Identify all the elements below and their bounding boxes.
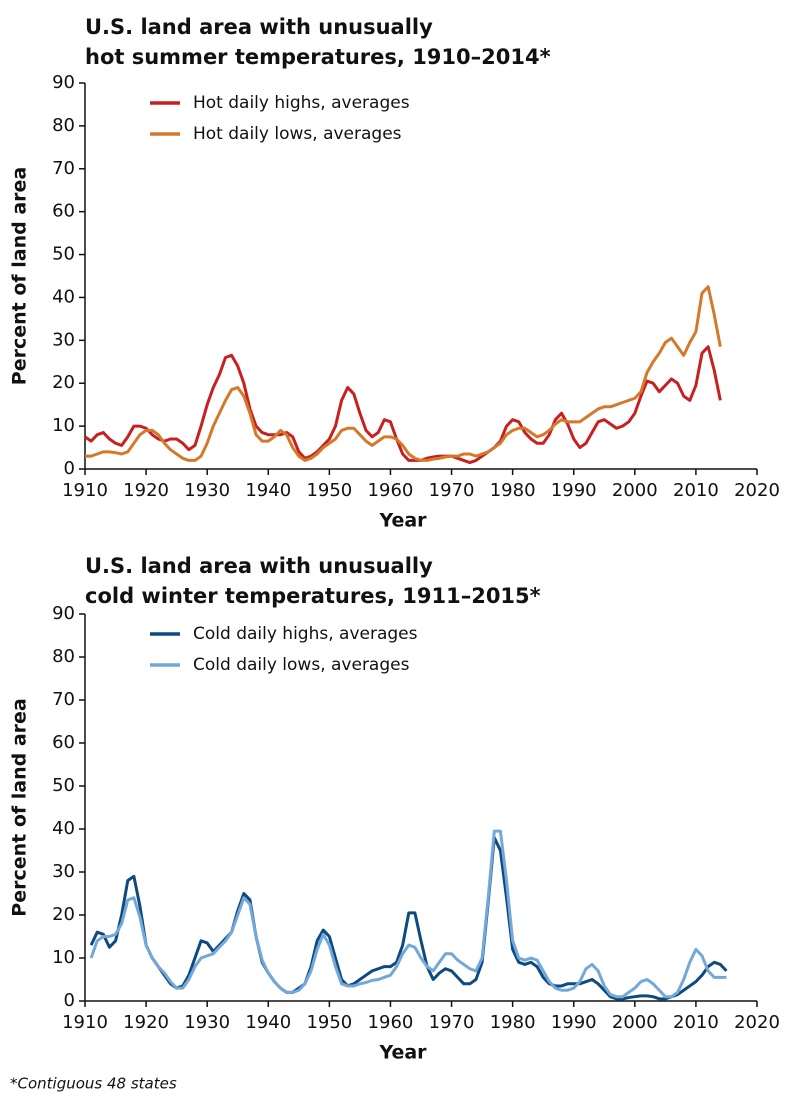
y-tick-label: 0 <box>64 990 75 1011</box>
y-tick-label: 50 <box>52 244 75 265</box>
chart-title: U.S. land area with unusually <box>85 554 433 578</box>
y-tick-label: 70 <box>52 158 75 179</box>
x-tick-label: 1950 <box>306 1012 352 1033</box>
legend-label: Hot daily lows, averages <box>193 124 402 144</box>
data-line <box>85 285 722 462</box>
y-tick-label: 90 <box>52 603 75 624</box>
x-tick-label: 2010 <box>673 480 719 501</box>
x-tick-label: 1970 <box>429 1012 475 1033</box>
x-tick-label: 1990 <box>551 1012 597 1033</box>
x-tick-label: 1960 <box>368 480 414 501</box>
x-tick-label: 1960 <box>368 1012 414 1033</box>
legend-label: Cold daily highs, averages <box>193 624 418 644</box>
y-tick-label: 10 <box>52 947 75 968</box>
y-tick-label: 40 <box>52 286 75 307</box>
y-tick-label: 80 <box>52 646 75 667</box>
y-tick-label: 30 <box>52 329 75 350</box>
x-tick-label: 2020 <box>734 1012 780 1033</box>
x-tick-label: 1970 <box>429 480 475 501</box>
y-tick-label: 60 <box>52 201 75 222</box>
chart-title: U.S. land area with unusually <box>85 15 433 39</box>
footnote: *Contiguous 48 states <box>10 1075 177 1093</box>
x-tick-label: 1920 <box>123 1012 169 1033</box>
y-axis-label: Percent of land area <box>9 167 31 385</box>
y-tick-label: 20 <box>52 372 75 393</box>
x-tick-label: 2020 <box>734 480 780 501</box>
x-tick-label: 1950 <box>306 480 352 501</box>
y-tick-label: 30 <box>52 861 75 882</box>
x-tick-label: 1980 <box>490 1012 536 1033</box>
x-tick-label: 1940 <box>245 480 291 501</box>
y-tick-label: 60 <box>52 732 75 753</box>
y-tick-label: 70 <box>52 689 75 710</box>
legend-label: Cold daily lows, averages <box>193 655 410 675</box>
data-line <box>89 836 728 1001</box>
x-tick-label: 1930 <box>184 480 230 501</box>
x-tick-label: 1990 <box>551 480 597 501</box>
y-tick-label: 0 <box>64 458 75 479</box>
data-line <box>84 345 722 465</box>
legend-label: Hot daily highs, averages <box>193 93 410 113</box>
x-tick-label: 1910 <box>62 1012 108 1033</box>
x-tick-label: 1930 <box>184 1012 230 1033</box>
x-tick-label: 1920 <box>123 480 169 501</box>
x-axis-label: Year <box>378 510 427 532</box>
x-tick-label: 2000 <box>612 1012 658 1033</box>
y-tick-label: 90 <box>52 72 75 93</box>
x-tick-label: 1980 <box>490 480 536 501</box>
x-tick-label: 1910 <box>62 480 108 501</box>
x-tick-label: 1940 <box>245 1012 291 1033</box>
x-tick-label: 2000 <box>612 480 658 501</box>
y-tick-label: 50 <box>52 775 75 796</box>
chart-title: hot summer temperatures, 1910–2014* <box>85 45 551 69</box>
y-tick-label: 40 <box>52 818 75 839</box>
y-tick-label: 20 <box>52 904 75 925</box>
y-tick-label: 80 <box>52 115 75 136</box>
x-tick-label: 2010 <box>673 1012 719 1033</box>
y-tick-label: 10 <box>52 415 75 436</box>
data-line <box>89 829 727 999</box>
chart-title: cold winter temperatures, 1911–2015* <box>85 584 541 608</box>
x-axis-label: Year <box>378 1042 427 1064</box>
y-axis-label: Percent of land area <box>9 698 31 916</box>
